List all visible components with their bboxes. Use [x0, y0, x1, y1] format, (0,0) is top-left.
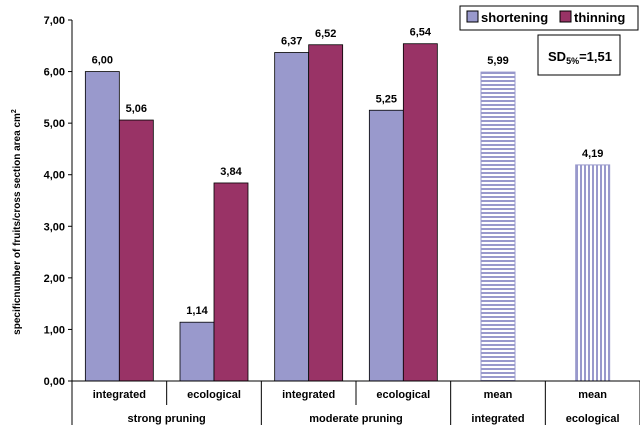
legend-swatch-thinning [559, 10, 572, 23]
data-labels: 6,00 1,14 6,37 5,25 5,06 3,84 6,52 6,54 5,99 4,19 [92, 27, 604, 317]
category-label: ecological [187, 389, 241, 401]
group-label: strong pruning [128, 413, 206, 425]
bar-shortening [84, 71, 120, 382]
y-tick-label: 5,00 [44, 118, 65, 130]
data-label: 3,84 [220, 166, 242, 178]
legend: shortening thinning [459, 5, 639, 31]
category-label-line2: ecological [566, 413, 620, 425]
y-tick-label: 7,00 [44, 15, 65, 27]
bar-shortening [368, 109, 404, 382]
axes [68, 19, 640, 425]
category-label-line2: integrated [471, 413, 524, 425]
category-label: ecological [376, 389, 430, 401]
category-label: integrated [93, 389, 146, 401]
data-label: 6,37 [281, 35, 302, 47]
group-label: moderate pruning [309, 413, 403, 425]
y-tick-label: 2,00 [44, 273, 65, 285]
sd-box [537, 34, 621, 76]
sd-annotation: SD5%=1,51 [537, 34, 621, 76]
legend-swatch-shortening [466, 10, 479, 23]
y-tick-labels: 0,00 1,00 2,00 3,00 4,00 5,00 6,00 7,00 [44, 15, 65, 388]
bar-mean [575, 164, 611, 382]
bar-thinning [402, 43, 438, 382]
legend-label-thinning: thinning [574, 10, 625, 25]
legend-box [459, 5, 639, 31]
data-label: 4,19 [582, 148, 603, 160]
data-label: 5,99 [487, 55, 508, 67]
sd-text: SD5%=1,51 [548, 49, 612, 66]
bar-thinning [213, 182, 249, 382]
y-tick-label: 3,00 [44, 221, 65, 233]
bar-thinning [308, 44, 344, 382]
bar-shortening [274, 52, 310, 382]
y-axis-label: specificnumber of fruits/cross section a… [11, 109, 23, 335]
data-label: 5,25 [376, 93, 397, 105]
bar-shortening [179, 321, 215, 382]
data-label: 6,00 [92, 55, 113, 67]
bar-mean [480, 71, 516, 382]
category-label: mean [578, 389, 607, 401]
category-label: mean [484, 389, 513, 401]
category-label: integrated [282, 389, 335, 401]
category-axis: integrated ecological integrated ecological… [93, 389, 620, 425]
bar-thinning [118, 119, 154, 382]
y-tick-label: 4,00 [44, 170, 65, 182]
data-label: 6,52 [315, 28, 336, 40]
data-label: 5,06 [126, 103, 147, 115]
bars [84, 43, 611, 382]
y-tick-label: 0,00 [44, 376, 65, 388]
y-tick-label: 1,00 [44, 324, 65, 336]
data-label: 6,54 [410, 27, 432, 39]
legend-label-shortening: shortening [481, 10, 548, 25]
y-tick-label: 6,00 [44, 67, 65, 79]
data-label: 1,14 [186, 305, 208, 317]
